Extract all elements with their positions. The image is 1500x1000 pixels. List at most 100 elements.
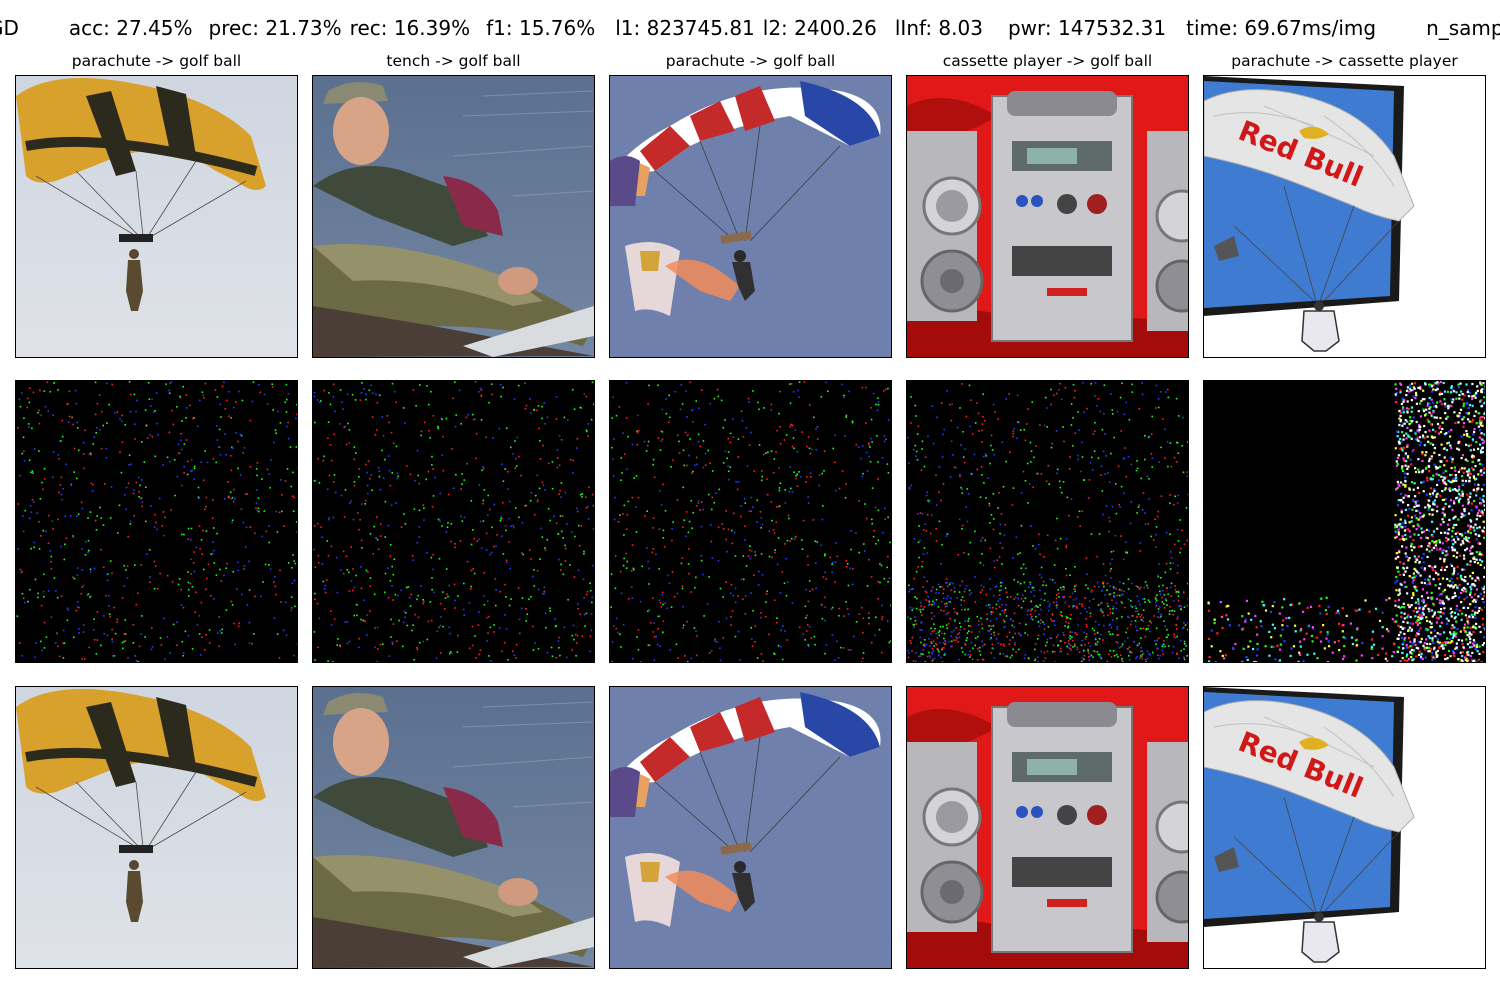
noise-pixel: [1427, 506, 1431, 509]
noise-pixel: [96, 639, 99, 641]
noise-pixel: [364, 620, 367, 623]
noise-pixel: [1173, 456, 1176, 459]
noise-pixel: [931, 652, 933, 655]
noise-pixel: [82, 453, 85, 455]
noise-pixel: [1175, 628, 1178, 630]
noise-pixel: [330, 545, 333, 548]
noise-pixel: [1122, 593, 1124, 596]
noise-pixel: [510, 598, 512, 600]
noise-pixel: [870, 437, 872, 440]
noise-pixel: [1460, 659, 1463, 662]
noise-pixel: [559, 489, 561, 492]
noise-pixel: [449, 651, 452, 653]
noise-pixel: [122, 647, 124, 650]
noise-pixel: [1478, 462, 1481, 465]
noise-pixel: [1412, 649, 1415, 652]
noise-pixel: [1121, 616, 1123, 618]
noise-pixel: [982, 564, 985, 567]
noise-pixel: [665, 412, 668, 415]
noise-pixel: [679, 408, 682, 411]
noise-pixel: [371, 489, 373, 491]
noise-pixel: [291, 567, 293, 569]
noise-pixel: [916, 433, 919, 435]
noise-pixel: [866, 517, 868, 520]
noise-pixel: [1055, 606, 1058, 609]
noise-pixel: [137, 660, 139, 662]
noise-pixel: [921, 614, 923, 617]
noise-pixel: [796, 451, 799, 453]
noise-pixel: [1210, 629, 1213, 632]
noise-pixel: [1422, 601, 1425, 604]
noise-pixel: [87, 593, 90, 595]
noise-pixel: [1012, 620, 1015, 622]
noise-pixel: [67, 402, 69, 405]
noise-pixel: [376, 626, 379, 629]
noise-pixel: [1444, 412, 1447, 415]
noise-pixel: [416, 648, 419, 651]
noise-pixel: [976, 402, 978, 404]
noise-pixel: [907, 436, 909, 439]
noise-pixel: [940, 609, 942, 612]
noise-pixel: [921, 448, 923, 450]
noise-pixel: [1247, 612, 1250, 615]
noise-pixel: [776, 506, 778, 508]
noise-pixel: [862, 631, 864, 634]
noise-pixel: [1058, 480, 1061, 483]
noise-pixel: [412, 624, 414, 626]
noise-pixel: [405, 586, 408, 589]
noise-pixel: [366, 471, 368, 474]
noise-pixel: [208, 642, 211, 644]
noise-pixel: [336, 644, 338, 646]
noise-pixel: [613, 475, 615, 477]
noise-pixel: [360, 503, 363, 505]
noise-pixel: [968, 625, 970, 627]
noise-pixel: [128, 454, 131, 456]
noise-pixel: [443, 608, 446, 610]
noise-pixel: [529, 500, 532, 502]
noise-pixel: [1461, 651, 1464, 654]
noise-pixel: [1399, 525, 1402, 528]
noise-pixel: [1264, 645, 1267, 648]
noise-pixel: [216, 532, 218, 535]
noise-pixel: [1254, 614, 1257, 618]
noise-pixel: [407, 586, 410, 588]
noise-pixel: [134, 438, 136, 440]
noise-pixel: [1410, 520, 1413, 523]
noise-pixel: [1461, 494, 1464, 497]
noise-pixel: [789, 383, 791, 385]
noise-pixel: [1182, 416, 1184, 419]
noise-pixel: [1335, 611, 1338, 614]
noise-pixel: [1024, 439, 1027, 442]
noise-pixel: [725, 538, 727, 541]
noise-pixel: [1472, 642, 1475, 645]
noise-pixel: [1415, 655, 1418, 658]
noise-pixel: [361, 547, 363, 549]
noise-pixel: [50, 560, 52, 563]
noise-pixel: [647, 560, 649, 563]
noise-pixel: [662, 620, 665, 623]
noise-pixel: [1128, 616, 1130, 619]
noise-pixel: [1183, 591, 1185, 594]
noise-pixel: [1042, 621, 1044, 623]
noise-pixel: [344, 425, 346, 428]
noise-pixel: [946, 627, 948, 629]
noise-pixel: [452, 397, 454, 400]
noise-pixel: [1115, 602, 1118, 604]
noise-pixel: [1137, 613, 1140, 615]
noise-pixel: [37, 596, 39, 599]
noise-pixel: [1071, 592, 1074, 595]
noise-pixel: [1451, 388, 1454, 391]
noise-pixel: [919, 539, 921, 542]
noise-pixel: [1069, 647, 1071, 650]
noise-pixel: [943, 610, 945, 612]
noise-pixel: [330, 610, 332, 612]
noise-pixel: [572, 624, 575, 627]
noise-pixel: [707, 493, 710, 496]
noise-pixel: [1471, 397, 1474, 401]
noise-pixel: [929, 656, 932, 659]
noise-pixel: [1042, 660, 1045, 662]
noise-pixel: [619, 570, 622, 573]
noise-pixel: [618, 406, 621, 408]
noise-pixel: [1478, 436, 1481, 439]
noise-pixel: [21, 570, 23, 573]
